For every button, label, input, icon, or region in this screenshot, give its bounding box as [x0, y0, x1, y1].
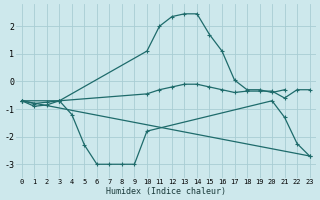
X-axis label: Humidex (Indice chaleur): Humidex (Indice chaleur) [106, 187, 226, 196]
